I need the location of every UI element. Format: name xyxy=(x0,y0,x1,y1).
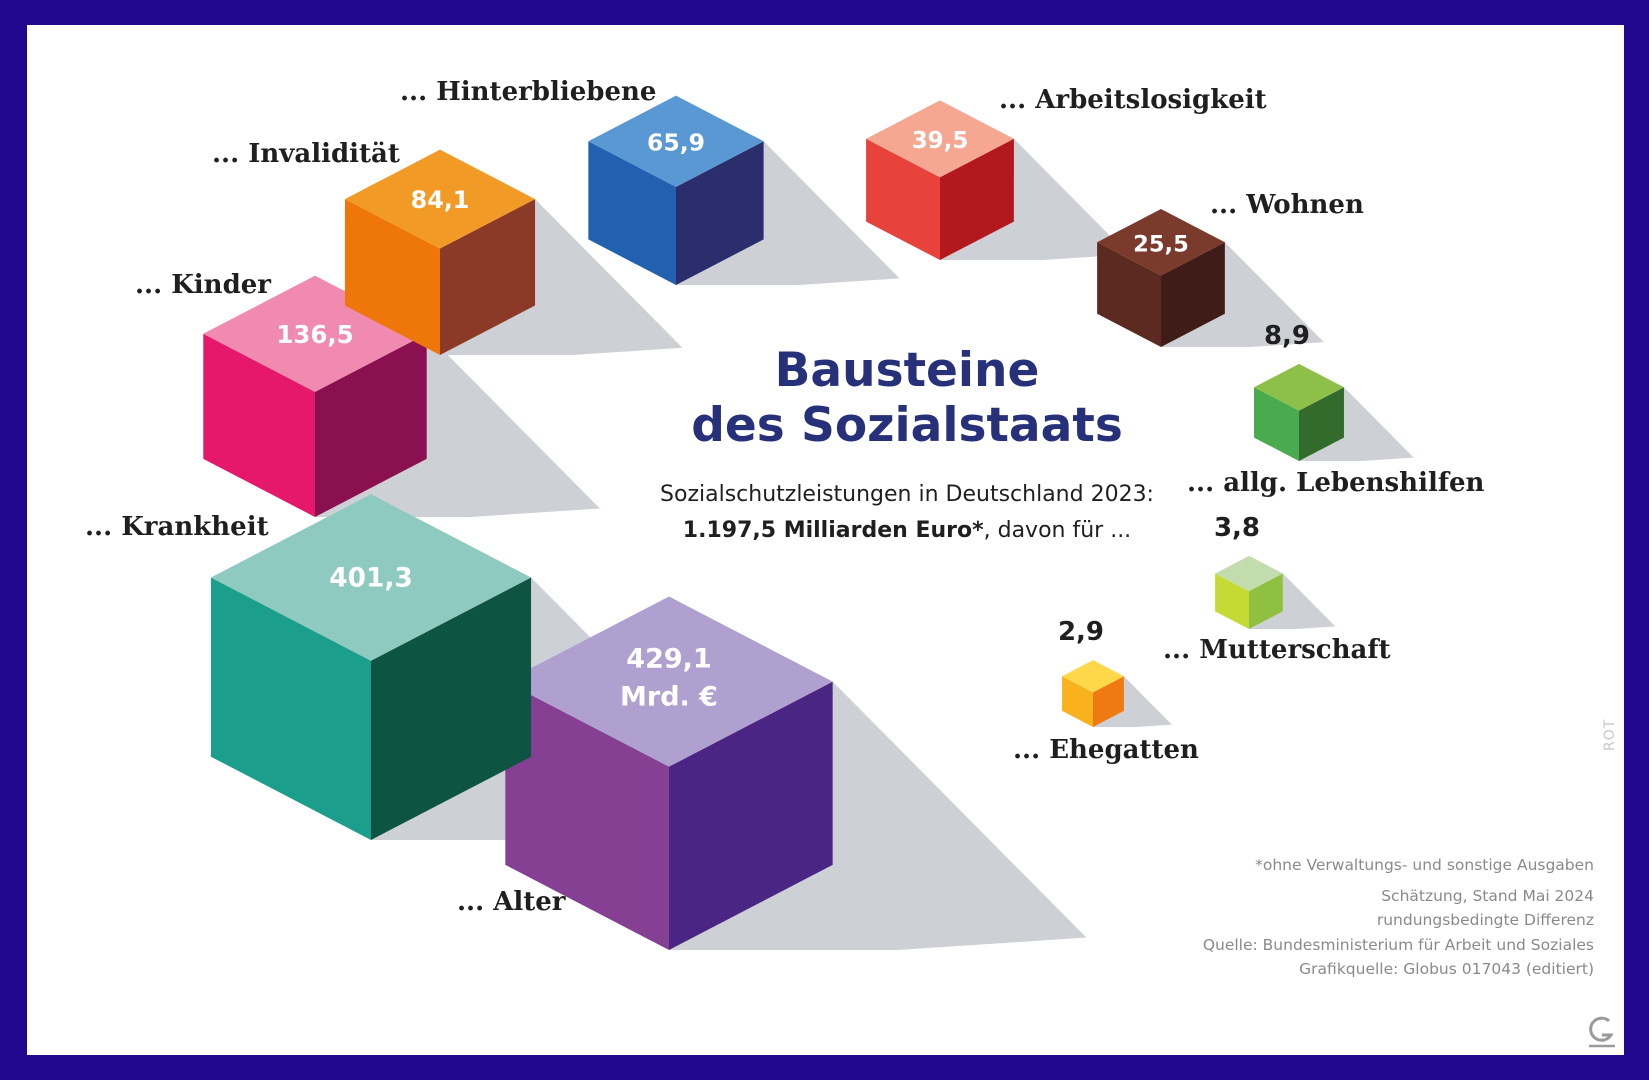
cube-right-face xyxy=(669,681,833,950)
cube-4 xyxy=(344,149,536,355)
cube-right-face xyxy=(315,333,427,517)
cube-category-label: ... Alter xyxy=(457,887,566,917)
cube-right-face xyxy=(1093,676,1124,727)
cube-top-face xyxy=(1097,209,1225,276)
cube-5 xyxy=(588,95,764,285)
cube-3 xyxy=(203,275,427,517)
cube-category-label: ... Kinder xyxy=(135,270,271,300)
footnotes: *ohne Verwaltungs- und sonstige Ausgaben… xyxy=(1034,853,1594,982)
cube-top-face xyxy=(203,275,427,392)
cube-shadow xyxy=(1161,242,1324,347)
cubes: 429,1 Mrd. € 401,3 136,5 84,1 65,9 39,5 25,5 8,9… xyxy=(203,95,1344,950)
title-line-2: des Sozialstaats xyxy=(691,398,1123,453)
cube-value-label: 84,1 xyxy=(411,186,470,214)
footnote-asterisk: *ohne Verwaltungs- und sonstige Ausgaben xyxy=(1255,856,1594,874)
footnote-graphic-source: Grafikquelle: Globus 017043 (editiert) xyxy=(1299,960,1594,978)
cube-9 xyxy=(1215,555,1283,629)
cube-8 xyxy=(1254,363,1344,461)
side-mark: ROT xyxy=(1602,718,1618,751)
cube-left-face xyxy=(1215,573,1249,629)
cube-chart: 429,1 Mrd. € 401,3 136,5 84,1 65,9 39,5 25,5 8,9… xyxy=(85,77,1485,950)
cube-shadow xyxy=(315,333,600,517)
cube-left-face xyxy=(1097,242,1161,347)
cube-value-label: 401,3 xyxy=(329,563,412,594)
cube-shadow xyxy=(1093,676,1172,727)
cube-top-face xyxy=(344,149,536,249)
globus-g-logo-icon xyxy=(1589,1016,1615,1048)
cube-1 xyxy=(505,596,833,950)
title-line-1: Bausteine xyxy=(774,343,1040,398)
chart-title: Bausteine des Sozialstaats xyxy=(677,343,1137,453)
cube-right-face xyxy=(940,138,1014,260)
cube-right-face xyxy=(1249,573,1283,629)
cube-top-face xyxy=(505,596,833,767)
cube-left-face xyxy=(210,577,371,840)
footnote-source: Quelle: Bundesministerium für Arbeit und… xyxy=(1202,935,1594,954)
cube-left-face xyxy=(505,681,669,950)
cube-unit-label: Mrd. € xyxy=(620,682,718,713)
cube-7 xyxy=(1097,209,1225,347)
cube-left-face xyxy=(203,333,315,517)
cube-top-face xyxy=(866,100,1014,178)
chart-subtitle: Sozialschutzleistungen in Deutschland 20… xyxy=(587,477,1227,549)
cube-right-face xyxy=(440,199,536,355)
cube-category-label: ... Hinterbliebene xyxy=(400,77,656,107)
cube-left-face xyxy=(1062,676,1093,727)
cube-shadow xyxy=(1299,387,1414,461)
subtitle-rest: , davon für ... xyxy=(983,518,1132,543)
cube-category-label: ... Mutterschaft xyxy=(1163,635,1391,665)
cube-category-label: ... Krankheit xyxy=(85,512,269,542)
cube-top-face xyxy=(588,95,764,187)
cube-value-label: 8,9 xyxy=(1264,321,1310,351)
cube-top-face xyxy=(1062,660,1124,693)
infographic-card: 429,1 Mrd. € 401,3 136,5 84,1 65,9 39,5 25,5 8,9… xyxy=(27,25,1624,1055)
cube-shadow xyxy=(440,199,683,355)
cube-category-label: ... Wohnen xyxy=(1210,190,1364,220)
footnote-estimate: Schätzung, Stand Mai 2024 xyxy=(1381,886,1594,905)
cube-category-label: ... allg. Lebenshilfen xyxy=(1187,468,1485,498)
cube-left-face xyxy=(588,141,676,285)
cube-top-face xyxy=(1254,363,1344,411)
cube-shadow xyxy=(676,141,900,285)
cube-6 xyxy=(866,100,1014,260)
cube-shadow xyxy=(669,681,1087,950)
cube-value-label: 25,5 xyxy=(1133,231,1189,257)
cube-shadow xyxy=(940,138,1129,260)
cube-value-label: 2,9 xyxy=(1058,617,1104,647)
cube-category-label: ... Ehegatten xyxy=(1013,735,1199,765)
cube-value-label: 136,5 xyxy=(276,320,353,349)
cube-right-face xyxy=(676,141,764,285)
cube-right-face xyxy=(371,577,532,840)
cube-right-face xyxy=(1299,387,1344,461)
cube-value-label: 65,9 xyxy=(647,128,705,156)
cube-left-face xyxy=(344,199,440,355)
cube-value-label: 429,1 xyxy=(626,644,711,675)
cube-left-face xyxy=(866,138,940,260)
subtitle-line-1: Sozialschutzleistungen in Deutschland 20… xyxy=(660,482,1154,507)
cube-left-face xyxy=(1254,387,1299,461)
subtitle-total: 1.197,5 Milliarden Euro* xyxy=(682,518,984,543)
cube-shadow xyxy=(1249,573,1336,629)
cube-value-label: 3,8 xyxy=(1214,513,1260,543)
cube-right-face xyxy=(1161,242,1225,347)
cube-value-label: 39,5 xyxy=(912,128,969,154)
subtitle-line-2: 1.197,5 Milliarden Euro*, davon für ... xyxy=(587,513,1227,549)
cube-category-label: ... Invalidität xyxy=(212,139,400,169)
cube-category-label: ... Arbeitslosigkeit xyxy=(999,85,1267,115)
footnote-rounding: rundungsbedingte Differenz xyxy=(1376,911,1594,929)
cube-10 xyxy=(1062,660,1124,727)
cube-top-face xyxy=(1215,555,1283,592)
